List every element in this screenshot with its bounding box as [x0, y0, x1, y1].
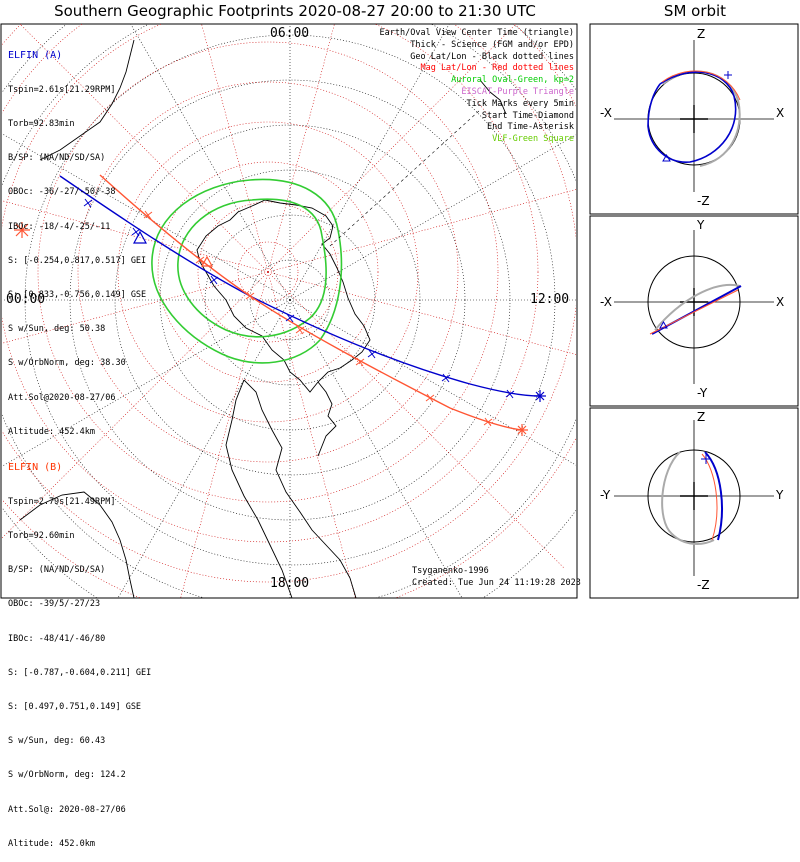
orbit2-top: Y — [697, 218, 705, 232]
credit-created: Created: Tue Jun 24 11:19:28 2023 — [412, 578, 581, 588]
elfin-b-line: S w/OrbNorm, deg: 124.2 — [8, 770, 126, 781]
map-frame — [0, 23, 578, 599]
time-label-bottom: 18:00 — [270, 576, 310, 591]
elfin-b-line: S w/Sun, deg: 60.43 — [8, 736, 106, 747]
elfin-a-info: ELFIN (A) Tspin=2.61s[21.29RPM] Torb=92.… — [8, 27, 146, 450]
elfin-a-end-asterisk — [534, 390, 546, 402]
elfin-b-line: Torb=92.60min — [8, 530, 75, 541]
elfin-b-line: IBOc: -48/41/-46/80 — [8, 633, 106, 644]
elfin-a-header: ELFIN (A) — [8, 49, 63, 61]
orbit3-bottom: -Z — [697, 578, 710, 592]
time-label-right: 12:00 — [530, 292, 570, 307]
orbit-panel-2-graphics — [614, 230, 774, 384]
orbit-title: SM orbit — [663, 2, 727, 20]
orbit3-right: Y — [776, 488, 784, 502]
legend: Earth/Oval View Center Time (triangle) Th… — [380, 28, 574, 146]
elfin-a-line: Tspin=2.61s[21.29RPM] — [8, 84, 116, 95]
elfin-b-line: Tspin=2.79s[21.49RPM] — [8, 496, 116, 507]
elfin-b-line: B/SP: (NA/ND/SD/SA) — [8, 565, 106, 576]
orbit3-top: Z — [697, 410, 706, 424]
page-title: Southern Geographic Footprints 2020-08-2… — [54, 2, 536, 20]
south-america-coast-2 — [225, 379, 293, 598]
elfin-b-line: Att.Sol@: 2020-08-27/06 — [8, 804, 126, 815]
elfin-a-track — [59, 175, 541, 397]
elfin-a-line: OBOc: -36/-27/-50/-38 — [8, 187, 116, 198]
nz-coast — [479, 79, 507, 115]
elfin-a-line: Altitude: 452.4km — [8, 426, 95, 437]
elfin-a-line: B/SP: (NA/ND/SD/SA) — [8, 153, 106, 164]
elfin-a-line: S w/OrbNorm, deg: 38.30 — [8, 358, 126, 369]
orbit3-left: -Y — [600, 488, 611, 502]
elfin-b-line: S: [-0.787,-0.604,0.211] GEI — [8, 667, 152, 678]
time-label-left: 00:00 — [6, 292, 46, 307]
legend-entry: Start Time-Diamond — [481, 110, 574, 121]
peninsula-coast — [317, 381, 337, 457]
view-center-line — [329, 109, 481, 247]
auroral-oval-outer — [151, 178, 343, 364]
elfin-b-triangle — [200, 255, 214, 267]
legend-entry: Earth/Oval View Center Time (triangle) — [379, 28, 574, 38]
coastlines — [19, 39, 507, 598]
elfin-b-start-asterisk — [14, 222, 30, 238]
geo-grid — [2, 24, 576, 598]
australia-coast — [39, 39, 135, 161]
elfin-b-info: ELFIN (B) Tspin=2.79s[21.49RPM] Torb=92.… — [8, 439, 151, 862]
elfin-a-triangle — [132, 230, 148, 244]
legend-entry: Tick Marks every 5min — [466, 98, 574, 109]
orbit-panel-frame-3 — [589, 407, 799, 599]
auroral-oval-inner — [177, 198, 327, 338]
elfin-a-line: Torb=92.83min — [8, 118, 75, 129]
auroral-oval — [151, 178, 343, 364]
africa-coast — [19, 491, 135, 598]
elfin-a-line: IBOc: -18/-4/-25/-11 — [8, 221, 111, 232]
elfin-b-track — [99, 174, 523, 431]
elfin-b-line: Altitude: 452.0km — [8, 838, 95, 849]
elfin-a-line: S w/Sun, deg: 50.38 — [8, 324, 106, 335]
orbit1-right: X — [776, 106, 785, 120]
elfin-a-line: S: [0.833,-0.756,0.149] GSE — [8, 289, 147, 300]
elfin-a-line: Att.Sol@2020-08-27/06 — [8, 392, 116, 403]
elfin-b-end-asterisk — [516, 424, 528, 436]
time-label-top: 06:00 — [270, 26, 310, 41]
orbit2-right: X — [776, 295, 785, 309]
orbit-panel-frame-2 — [589, 215, 799, 407]
elfin-b-header: ELFIN (B) — [8, 461, 63, 473]
legend-entry: EISCAT-Purple Triangle — [461, 86, 574, 97]
elfin-a-ticks — [83, 198, 515, 399]
orbit2-left: -X — [600, 295, 612, 309]
orbit-panel-3-graphics — [614, 420, 774, 576]
orbit1-top: Z — [697, 27, 706, 41]
legend-entry: VLF-Green Square — [492, 134, 574, 145]
legend-entry: Thick - Science (FGM and/or EPD) — [410, 39, 574, 50]
orbit1-bottom: -Z — [697, 194, 710, 208]
orbit1-left: -X — [600, 106, 612, 120]
orbit2-bottom: -Y — [697, 386, 708, 400]
elfin-b-line: S: [0.497,0.751,0.149] GSE — [8, 701, 142, 712]
legend-entry: End Time-Asterisk — [487, 122, 574, 133]
legend-entry: Mag Lat/Lon - Red dotted lines — [420, 63, 574, 74]
south-america-coast — [243, 379, 357, 598]
credit-model: Tsyganenko-1996 — [412, 566, 489, 576]
mag-grid — [2, 24, 576, 598]
elfin-a-line: S: [-0.254,0.817,0.517] GEI — [8, 255, 147, 266]
footprint-map — [0, 23, 799, 599]
legend-entry: Auroral Oval-Green, kp=2 — [451, 75, 574, 86]
legend-entry: Geo Lat/Lon - Black dotted lines — [410, 51, 574, 62]
antarctica-coast — [196, 199, 371, 393]
orbit-panel-1-graphics — [614, 40, 774, 192]
orbit-panel-frame-1 — [589, 23, 799, 215]
elfin-b-line: OBOc: -39/5/-27/23 — [8, 599, 101, 610]
elfin-b-ticks — [143, 210, 493, 427]
